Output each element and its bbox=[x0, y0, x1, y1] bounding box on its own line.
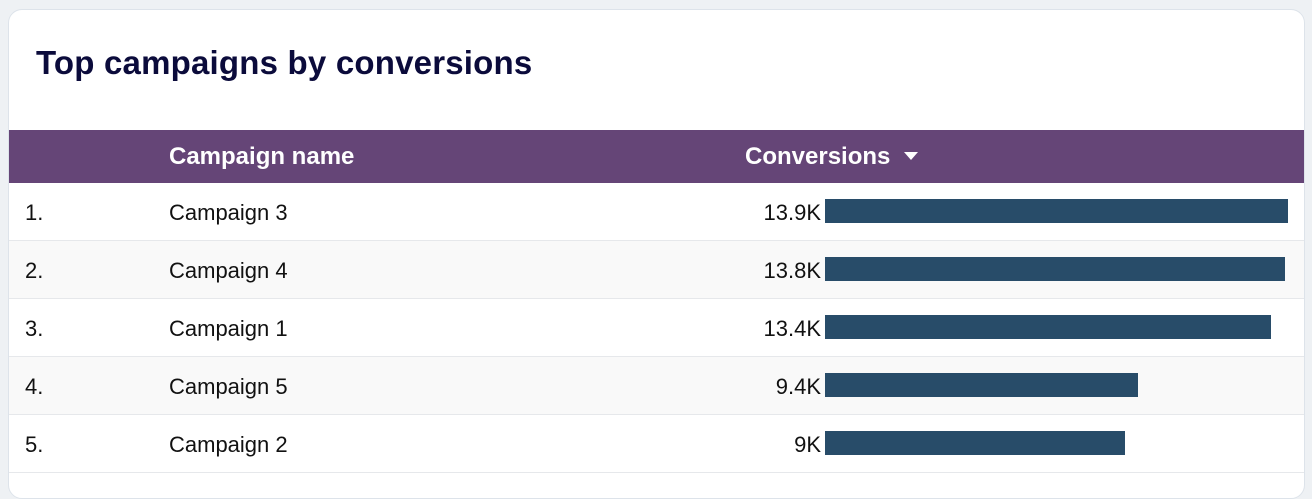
conversions-value-label: 13.9K bbox=[763, 200, 822, 225]
column-header-campaign-name[interactable]: Campaign name bbox=[169, 143, 355, 170]
conversions-bar bbox=[825, 373, 1138, 397]
row-rank: 3. bbox=[25, 316, 44, 341]
column-header-conversions[interactable]: Conversions bbox=[745, 143, 919, 171]
conversions-bar bbox=[825, 431, 1125, 455]
row-rank: 4. bbox=[25, 374, 44, 399]
campaign-name-cell: Campaign 5 bbox=[169, 374, 288, 399]
table-row: 5. Campaign 2 9K bbox=[9, 415, 1304, 473]
table-row: 3. Campaign 1 13.4K bbox=[9, 299, 1304, 357]
campaign-name-cell: Campaign 1 bbox=[169, 316, 288, 341]
chart-title: Top campaigns by conversions bbox=[36, 44, 533, 81]
campaign-name-cell: Campaign 3 bbox=[169, 200, 288, 225]
table-row: 4. Campaign 5 9.4K bbox=[9, 357, 1304, 415]
table-chart-card: Top campaigns by conversions Campaign na… bbox=[8, 9, 1305, 499]
row-rank: 5. bbox=[25, 432, 44, 457]
table-header: Campaign name Conversions bbox=[9, 130, 1304, 183]
row-rank: 2. bbox=[25, 258, 44, 283]
conversions-value-label: 9.4K bbox=[775, 374, 821, 399]
campaign-name-cell: Campaign 4 bbox=[169, 258, 288, 283]
table-row: 1. Campaign 3 13.9K bbox=[9, 183, 1304, 241]
conversions-value-label: 9K bbox=[794, 432, 821, 457]
table-row: 2. Campaign 4 13.8K bbox=[9, 241, 1304, 299]
conversions-bar bbox=[825, 257, 1285, 281]
conversions-bar bbox=[825, 315, 1271, 339]
conversions-value-label: 13.8K bbox=[763, 258, 822, 283]
campaign-name-cell: Campaign 2 bbox=[169, 432, 288, 457]
conversions-value-label: 13.4K bbox=[763, 316, 822, 341]
row-rank: 1. bbox=[25, 200, 44, 225]
sort-descending-icon bbox=[904, 152, 919, 160]
column-header-conversions-label: Conversions bbox=[745, 143, 891, 170]
conversions-bar bbox=[825, 199, 1288, 223]
